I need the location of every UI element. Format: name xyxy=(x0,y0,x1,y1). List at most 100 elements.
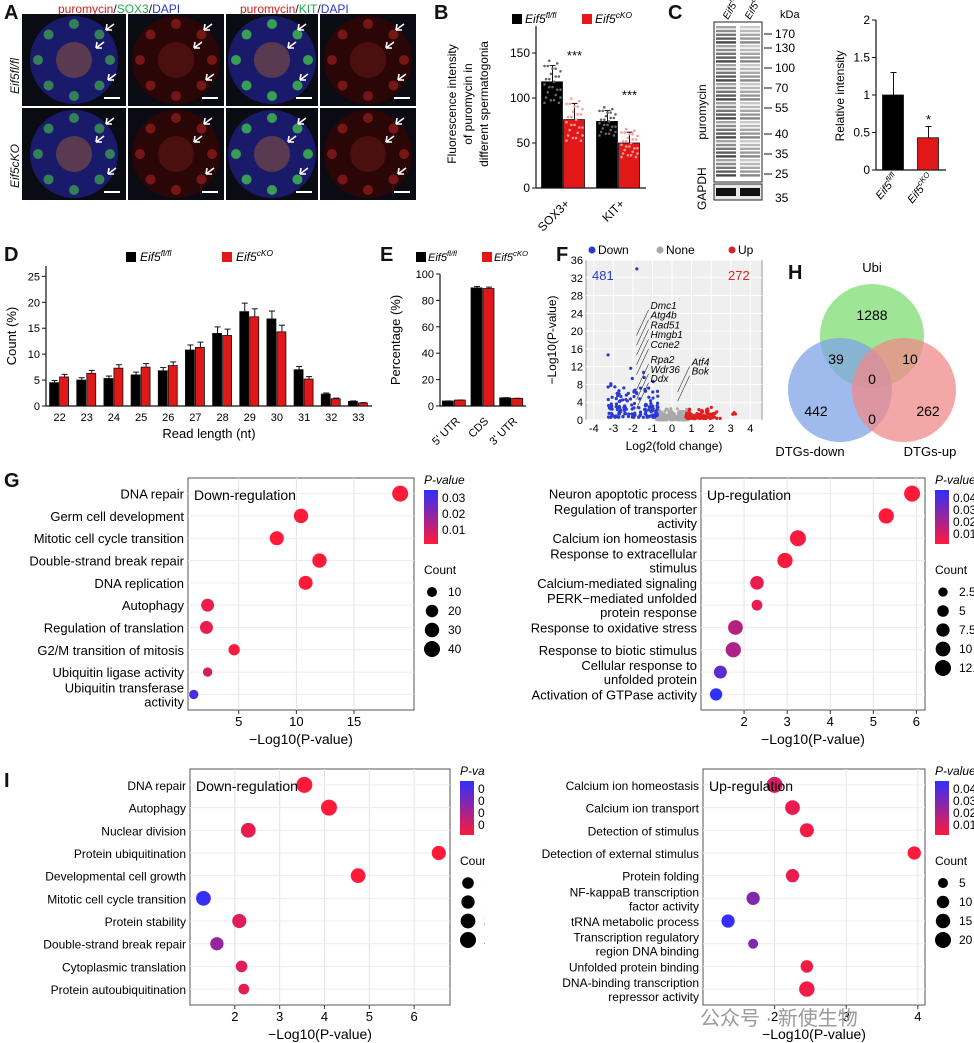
panel-letter-h: H xyxy=(788,262,803,284)
x-tick-label: 32 xyxy=(325,412,337,424)
arrow-marker xyxy=(193,135,203,143)
blot-band-ctrl xyxy=(716,86,736,90)
legend-size-dot xyxy=(460,913,476,929)
cell-spot xyxy=(267,91,277,101)
gene-leader-line xyxy=(677,375,690,402)
a-col1-sep2: / xyxy=(148,2,153,16)
data-point xyxy=(609,111,612,114)
plot-title: Down-regulation xyxy=(194,487,296,503)
micrograph-tile-6 xyxy=(128,108,224,200)
cell-spot xyxy=(363,19,373,29)
term-label: Autophagy xyxy=(129,802,186,816)
y-tick-label: 1.5 xyxy=(853,51,870,65)
cell-spot xyxy=(363,113,373,123)
term-bubble xyxy=(721,914,735,928)
panel-letter-i: I xyxy=(4,770,10,792)
blot-band-ctrl xyxy=(716,102,736,105)
data-point xyxy=(631,150,634,154)
arrow-marker xyxy=(385,41,395,49)
blot-band-ctrl xyxy=(716,113,736,116)
blot-band-cko xyxy=(740,60,760,63)
term-bubble xyxy=(799,981,815,997)
term-label: Calcium-mediated signaling xyxy=(537,576,697,591)
blot-band-ctrl xyxy=(716,121,736,124)
term-bubble xyxy=(713,665,727,679)
cell-spot xyxy=(303,55,313,65)
term-label: Regulation of transporter xyxy=(554,502,698,517)
volcano-point-down xyxy=(632,390,636,394)
gapdh-band-ctrl xyxy=(716,188,736,196)
data-point xyxy=(609,128,612,132)
legend-swatch-ctrl xyxy=(416,252,426,262)
term-bubble xyxy=(228,644,240,656)
gene-leader-line xyxy=(636,319,649,346)
volcano-point-down xyxy=(655,401,660,405)
volcano-point-down xyxy=(623,404,627,408)
plot-frame xyxy=(702,768,926,1006)
volcano-point-none xyxy=(669,409,673,413)
cell-spot xyxy=(69,185,79,195)
blot-band-ctrl xyxy=(716,162,736,166)
volcano-point-down xyxy=(630,412,634,416)
volcano-point-down xyxy=(626,414,631,419)
volcano-point-none xyxy=(677,410,681,414)
data-point xyxy=(598,109,601,113)
data-point xyxy=(631,132,634,136)
x-tick-label: -1 xyxy=(648,423,658,435)
blot-band-ctrl xyxy=(716,94,736,97)
bar xyxy=(167,365,178,407)
term-bubble xyxy=(748,938,759,949)
cell-spot xyxy=(94,29,105,40)
data-point xyxy=(559,88,562,91)
volcano-point-down xyxy=(610,413,614,417)
data-point xyxy=(636,134,639,138)
term-bubble xyxy=(201,598,215,612)
term-label: Protein stability xyxy=(105,915,186,929)
legend-size-label: 40 xyxy=(448,642,462,656)
a-row-label-ctrl: Eif5fl/fl xyxy=(8,57,22,94)
volcano-point-down xyxy=(635,267,639,271)
lumen-region xyxy=(254,42,290,78)
legend-color-tick: 0.01 xyxy=(442,523,466,537)
volcano-point-down xyxy=(614,414,618,418)
bar xyxy=(86,372,97,407)
legend-size-label: 20 xyxy=(959,933,973,947)
legend-color-title: P-value xyxy=(935,765,974,778)
legend-size-dot xyxy=(935,932,951,948)
bar xyxy=(266,318,277,407)
legend-size-label: 5 xyxy=(959,604,966,618)
x-tick-label: 5 xyxy=(366,1009,373,1024)
x-tick-label: 3 xyxy=(843,1009,850,1024)
y-tick-label: 20 xyxy=(422,375,434,387)
term-label: Double-strand break repair xyxy=(29,554,184,569)
data-point xyxy=(559,69,562,73)
cell-spot xyxy=(196,174,207,185)
data-point xyxy=(571,136,575,140)
legend-size-dot xyxy=(460,932,476,948)
volcano-point-none xyxy=(658,408,662,412)
data-point xyxy=(556,88,559,91)
term-label: Calcium ion homeostasis xyxy=(552,531,697,546)
data-point xyxy=(636,152,639,155)
term-bubble xyxy=(800,960,814,973)
x-axis-label: Log2(fold change) xyxy=(626,439,723,453)
blot-kda-label: 40 xyxy=(775,127,789,141)
y-tick-label: 28 xyxy=(571,291,583,303)
volcano-point-down xyxy=(616,394,620,398)
cell-spot xyxy=(241,29,252,40)
y-tick-label: 8 xyxy=(577,379,583,391)
x-tick-label: 4 xyxy=(914,1009,921,1024)
venn-set-label-down: DTGs-down xyxy=(775,444,844,459)
blot-kda-label: 170 xyxy=(775,27,795,41)
volcano-point-down xyxy=(610,395,614,399)
gene-label: Atg4b xyxy=(650,311,678,322)
data-point xyxy=(565,102,568,106)
volcano-point-down xyxy=(621,398,625,402)
arrow-marker xyxy=(95,135,105,143)
data-point xyxy=(546,91,549,94)
data-point xyxy=(621,152,625,155)
volcano-point-down xyxy=(637,406,641,410)
volcano-point-none xyxy=(669,414,673,418)
data-point xyxy=(631,138,634,141)
